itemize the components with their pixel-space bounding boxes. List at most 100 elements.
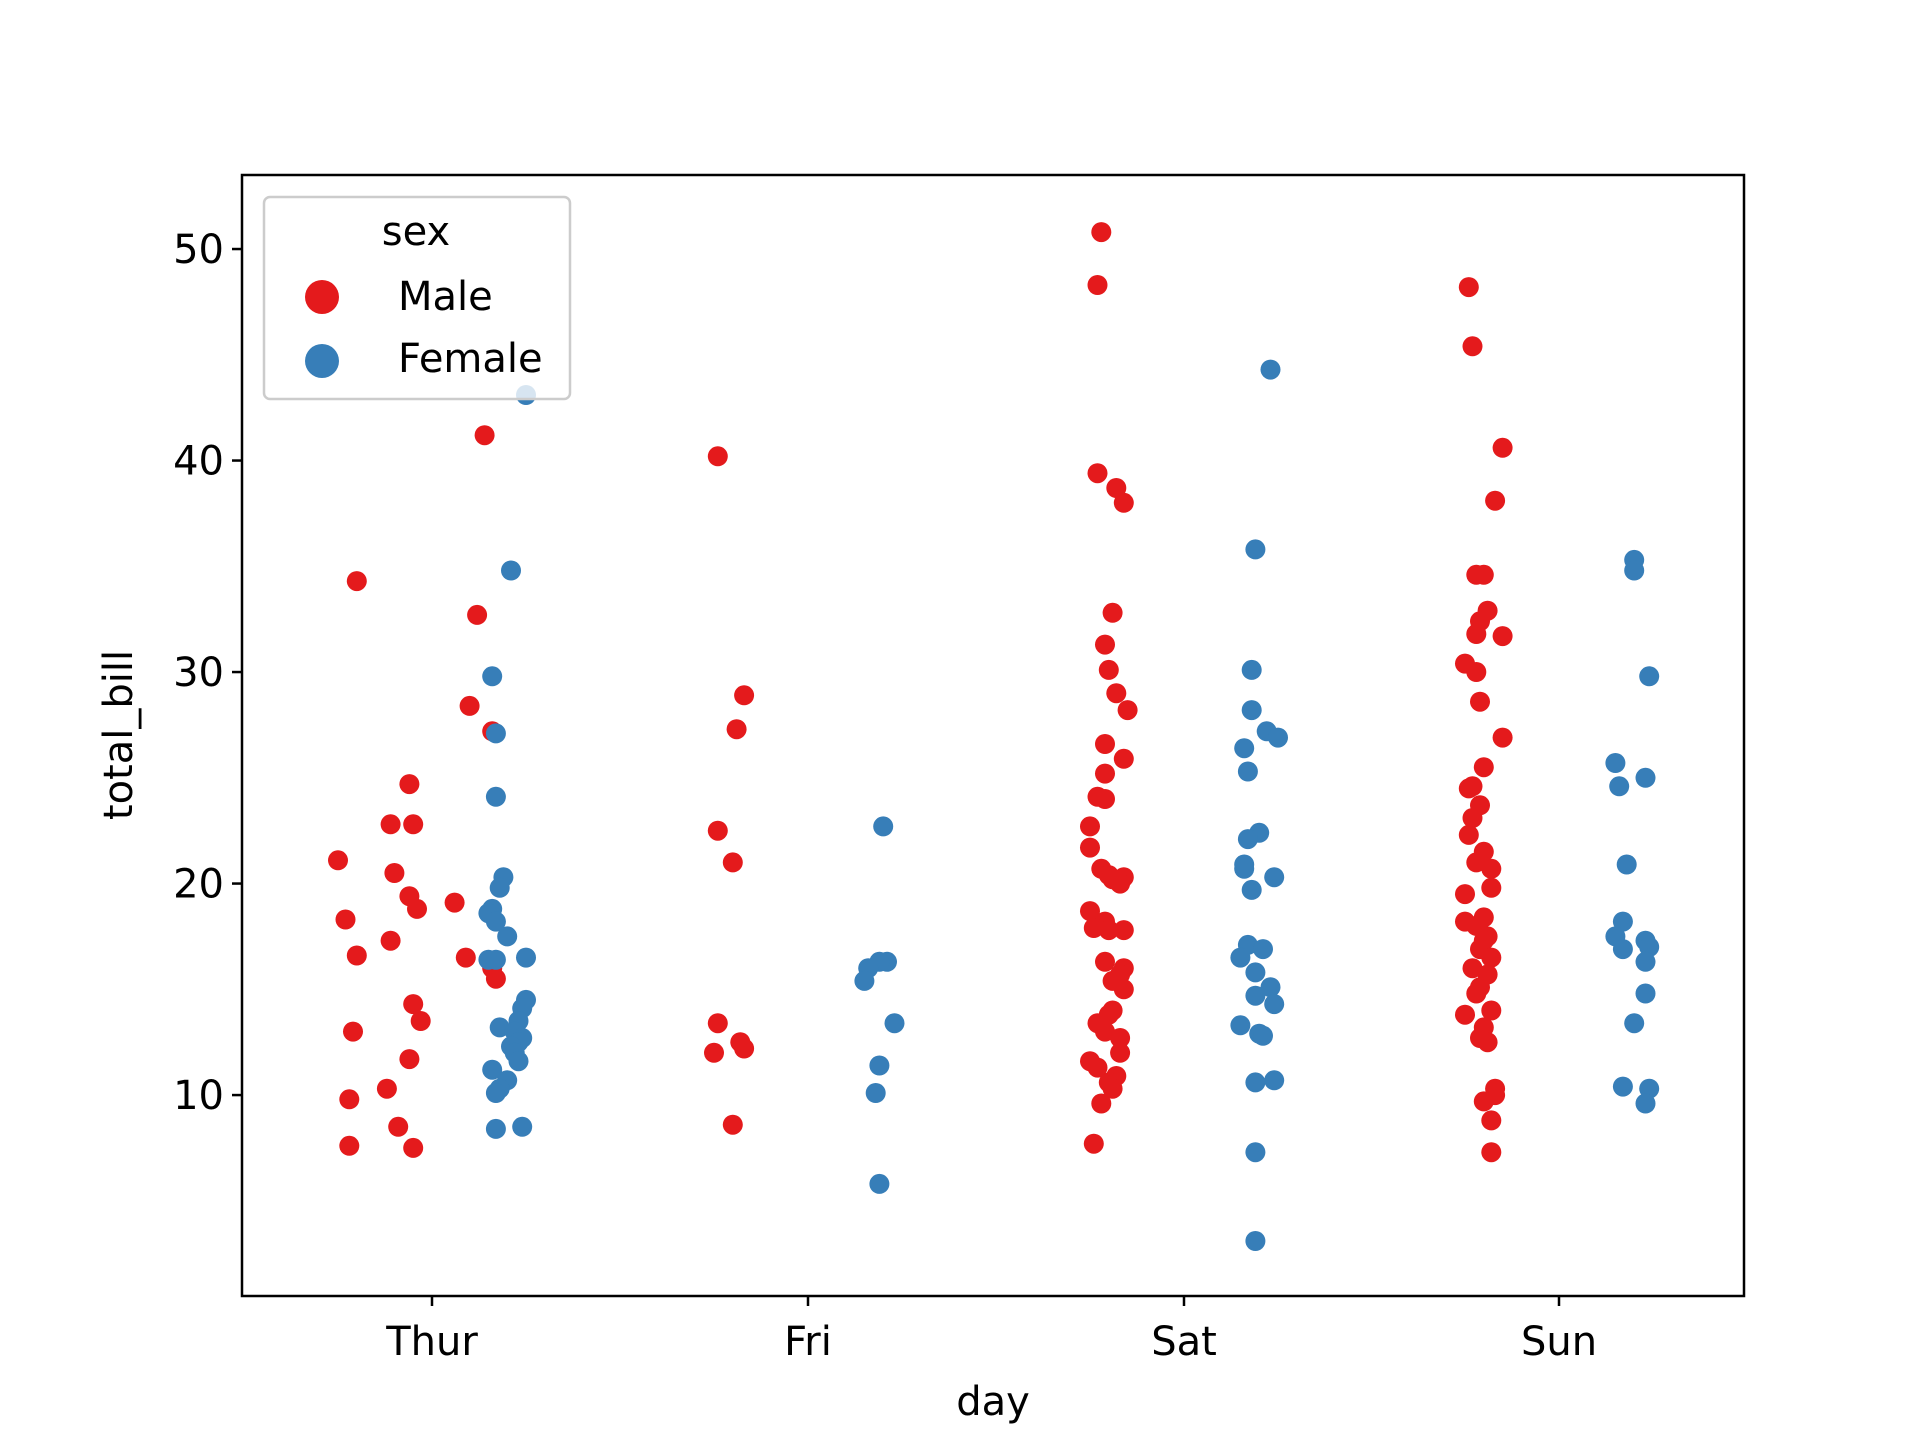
point-female-sat <box>1230 947 1251 968</box>
point-male-sat <box>1083 1133 1104 1154</box>
point-male-sun <box>1492 727 1513 748</box>
point-female-thur <box>485 911 506 932</box>
point-male-sun <box>1458 778 1479 799</box>
point-female-sat <box>1237 829 1258 850</box>
legend-label-male: Male <box>398 274 493 320</box>
point-female-sat <box>1245 1231 1266 1251</box>
legend-label-female: Female <box>398 336 543 382</box>
point-female-fri <box>869 1055 890 1076</box>
point-male-thur <box>474 425 495 446</box>
point-male-sat <box>1080 837 1100 858</box>
point-female-sun <box>1635 951 1656 972</box>
point-female-sat <box>1264 994 1285 1015</box>
y-axis-label: total_bill <box>96 650 142 820</box>
point-male-sun <box>1477 1032 1498 1053</box>
point-male-sun <box>1466 564 1487 585</box>
point-male-sun <box>1455 884 1475 905</box>
point-female-sat <box>1264 1070 1285 1091</box>
point-male-thur <box>339 1089 360 1110</box>
point-male-thur <box>343 1021 363 1042</box>
y-tick-label: 40 <box>173 439 224 485</box>
point-male-sun <box>1458 277 1479 298</box>
point-female-thur <box>485 949 506 970</box>
y-tick-label: 50 <box>173 227 224 273</box>
point-male-thur <box>399 774 420 795</box>
point-male-sun <box>1466 662 1487 682</box>
point-male-sat <box>1113 748 1134 769</box>
point-male-sat <box>1110 873 1131 894</box>
point-female-sat <box>1260 977 1281 998</box>
point-male-fri <box>734 685 755 706</box>
point-male-sun <box>1458 824 1479 845</box>
point-male-thur <box>403 1137 424 1158</box>
point-female-sun <box>1639 666 1660 687</box>
point-male-sat <box>1098 659 1119 680</box>
point-male-sun <box>1462 958 1483 979</box>
point-male-sat <box>1095 763 1115 784</box>
point-female-sun <box>1612 939 1633 960</box>
point-male-fri <box>734 1038 755 1059</box>
point-male-sun <box>1481 947 1502 968</box>
x-axis-label: day <box>956 1379 1030 1425</box>
point-male-thur <box>380 930 401 951</box>
point-male-thur <box>328 850 348 871</box>
point-male-thur <box>388 1116 409 1137</box>
point-male-sat <box>1095 951 1115 972</box>
point-male-sat <box>1098 920 1119 941</box>
point-male-sun <box>1462 336 1483 357</box>
point-female-thur <box>489 1017 510 1038</box>
point-female-thur <box>485 723 506 744</box>
point-male-sun <box>1481 1000 1502 1021</box>
point-male-thur <box>407 898 427 919</box>
point-male-thur <box>455 947 476 968</box>
point-male-sun <box>1481 858 1502 879</box>
point-male-thur <box>459 695 480 716</box>
point-male-sun <box>1492 626 1513 647</box>
point-male-thur <box>403 994 424 1015</box>
point-male-sun <box>1466 624 1487 644</box>
point-female-sun <box>1624 560 1645 581</box>
point-female-sat <box>1234 738 1255 759</box>
point-female-sat <box>1253 939 1273 960</box>
point-male-sat <box>1110 1042 1131 1063</box>
point-female-sat <box>1253 1025 1273 1046</box>
point-male-sun <box>1462 808 1483 828</box>
point-male-sat <box>1095 1021 1115 1042</box>
point-female-thur <box>485 786 506 807</box>
point-male-thur <box>346 945 367 966</box>
point-male-fri <box>707 1013 728 1034</box>
point-male-sat <box>1095 734 1115 754</box>
point-female-sun <box>1605 753 1626 773</box>
point-male-sat <box>1106 478 1127 498</box>
y-tick-label: 20 <box>173 862 224 908</box>
point-male-sat <box>1102 1078 1123 1099</box>
point-male-sat <box>1095 789 1115 809</box>
point-male-thur <box>384 863 405 883</box>
point-female-sun <box>1635 1093 1656 1114</box>
point-female-sun <box>1635 983 1656 1004</box>
point-male-sun <box>1481 877 1502 898</box>
point-male-sun <box>1473 1091 1494 1112</box>
x-tick-label: Sat <box>1151 1319 1217 1365</box>
point-male-thur <box>335 909 356 930</box>
point-male-sat <box>1087 275 1108 295</box>
x-tick-label: Sun <box>1521 1319 1597 1365</box>
point-male-sun <box>1492 437 1513 458</box>
point-female-thur <box>501 560 521 581</box>
legend-marker-male <box>305 280 339 314</box>
point-female-thur <box>512 1116 533 1137</box>
point-male-thur <box>376 1078 397 1099</box>
point-male-thur <box>485 968 506 989</box>
point-male-sat <box>1113 492 1134 513</box>
point-male-thur <box>339 1135 360 1156</box>
point-male-thur <box>444 892 465 913</box>
point-female-fri <box>854 970 875 991</box>
point-male-thur <box>467 604 488 625</box>
point-female-thur <box>489 877 510 898</box>
point-male-sun <box>1473 757 1494 778</box>
point-male-sun <box>1466 852 1487 873</box>
point-female-thur <box>497 926 518 947</box>
point-male-fri <box>726 719 747 740</box>
x-axis: Thur Fri Sat Sun <box>385 1296 1597 1365</box>
point-female-fri <box>873 816 894 837</box>
